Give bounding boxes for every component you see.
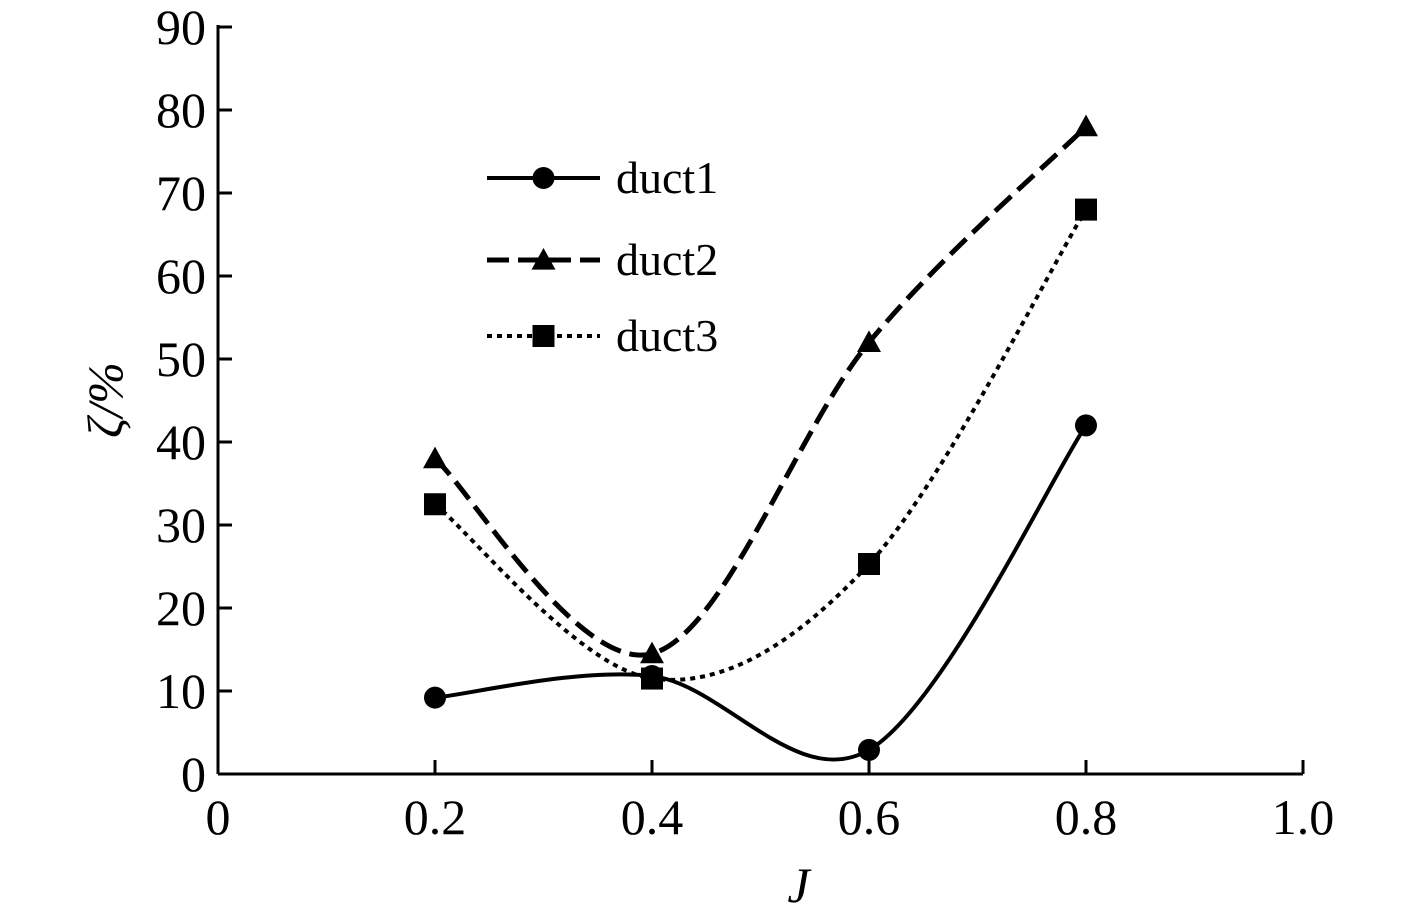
data-point-duct2 (423, 446, 447, 469)
legend-label: duct3 (616, 310, 718, 361)
y-tick-label: 90 (156, 0, 206, 55)
y-tick-label: 20 (156, 580, 206, 636)
series-line-duct2 (433, 124, 1088, 658)
y-tick-label: 40 (156, 414, 206, 470)
legend-marker (531, 248, 556, 270)
y-tick-label: 70 (156, 165, 206, 221)
series-line-duct1 (434, 424, 1088, 762)
data-point-duct1 (1075, 414, 1097, 437)
data-point-duct2 (857, 330, 881, 352)
legend-marker (532, 167, 555, 189)
x-axis-title: J (787, 857, 812, 911)
data-point-duct2 (640, 641, 664, 664)
series-line-duct3 (433, 208, 1088, 682)
legend-label: duct1 (616, 152, 718, 203)
series-layer (423, 114, 1098, 762)
x-tick-label: 0 (206, 789, 231, 845)
series-duct2 (423, 114, 1098, 664)
legend-item-duct2: duct2 (487, 234, 718, 285)
data-point-duct3 (424, 493, 446, 516)
series-duct1 (424, 414, 1097, 762)
legend-item-duct3: duct3 (487, 310, 718, 361)
y-tick-label: 50 (156, 331, 206, 387)
x-tick-label: 0.6 (838, 789, 901, 845)
data-point-duct3 (641, 667, 663, 690)
data-point-duct2 (1074, 114, 1098, 137)
data-point-duct3 (1075, 198, 1097, 221)
y-tick-label: 30 (156, 497, 206, 553)
data-point-duct1 (424, 686, 446, 709)
data-point-duct3 (858, 553, 880, 576)
x-tick-label: 1.0 (1272, 789, 1335, 845)
axes (216, 25, 1303, 776)
legend-marker (532, 325, 555, 347)
y-tick-label: 10 (156, 663, 206, 719)
y-tick-label: 0 (181, 746, 206, 802)
x-tick-label: 0.4 (621, 789, 684, 845)
ticks: 0 10 20 30 40 50 60 70 80 90 0 0.2 0.4 0.6 0.8 1.0 (156, 0, 1334, 845)
legend-label: duct2 (616, 234, 718, 285)
y-tick-label: 80 (156, 82, 206, 138)
y-tick-label: 60 (156, 248, 206, 304)
data-point-duct1 (858, 738, 880, 761)
x-tick-label: 0.8 (1055, 789, 1118, 845)
legend: duct1 duct2 duct3 (487, 152, 718, 361)
y-axis-title: ζ/% (77, 362, 133, 438)
x-tick-label: 0.2 (404, 789, 467, 845)
series-duct3 (424, 198, 1097, 690)
legend-item-duct1: duct1 (487, 152, 718, 203)
